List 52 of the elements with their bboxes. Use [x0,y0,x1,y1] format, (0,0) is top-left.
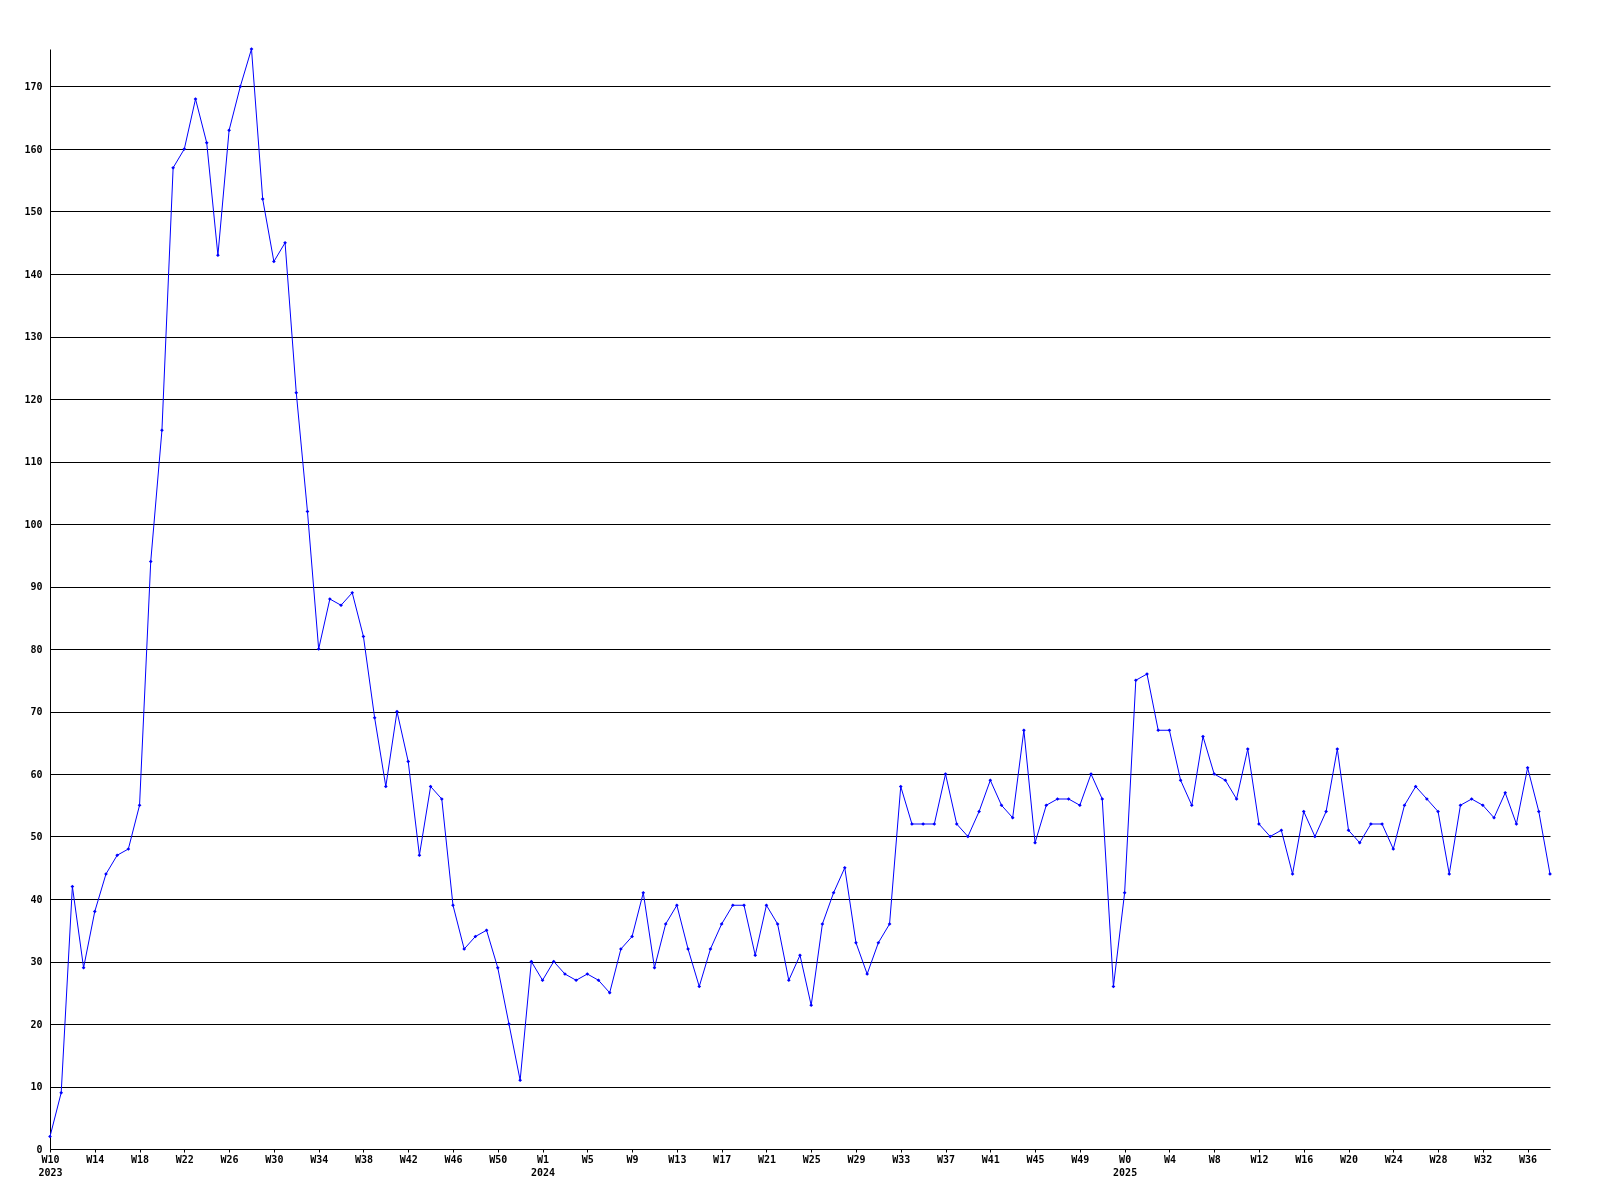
x-tick-label: W16 [1295,1153,1314,1165]
y-tick-label: 10 [30,1081,43,1092]
x-tick-label: W45 [1026,1153,1045,1165]
x-tick-label: W42 [399,1153,418,1165]
y-tick-label: 150 [24,206,43,217]
y-tick-label: 40 [30,893,43,905]
x-tick-label: W10 2023 [38,1153,63,1178]
x-tick-label: W37 [936,1153,956,1165]
y-tick-label: 170 [24,81,43,92]
x-tick-label: W20 [1339,1153,1359,1165]
x-tick-label: W29 [847,1153,866,1165]
x-tick-label: W33 [892,1153,911,1165]
y-tick-label: 120 [24,393,43,405]
y-tick-label: 80 [30,643,43,655]
x-tick-label: W5 [581,1153,594,1165]
x-tick-label: W1 2024 [530,1153,556,1178]
y-tick-label: 30 [30,956,43,967]
x-tick-label: W49 [1071,1153,1090,1165]
x-tick-label: W46 [444,1153,463,1165]
y-tick-label: 70 [30,706,43,717]
x-tick-label: W30 [265,1153,284,1165]
x-tick-label: W13 [668,1153,687,1165]
x-tick-label: W41 [981,1153,1000,1165]
x-tick-label: W24 [1384,1153,1403,1165]
x-tick-label: W21 [757,1153,776,1165]
x-tick-label: W8 [1208,1153,1221,1165]
x-tick-label: W38 [354,1153,373,1165]
x-tick-label: W22 [175,1153,194,1165]
x-tick-label: W32 [1474,1153,1493,1165]
y-tick-label: 160 [24,143,43,155]
x-tick-label: W50 [489,1153,508,1165]
x-tick-label: W28 [1429,1153,1448,1165]
x-tick-label: W18 [131,1153,150,1165]
y-tick-label: 110 [24,456,43,467]
y-tick-label: 100 [24,518,43,530]
x-tick-label: W26 [220,1153,239,1165]
y-tick-label: 20 [30,1018,43,1030]
y-tick-label: 130 [24,331,43,342]
y-tick-label: 140 [24,268,43,280]
x-tick-label: W9 [626,1153,639,1165]
x-tick-label: W12 [1250,1153,1269,1165]
x-tick-label: W4 [1163,1153,1176,1165]
x-tick-label: W25 [802,1153,821,1165]
y-tick-label: 60 [30,768,43,780]
x-tick-label: W34 [310,1153,329,1165]
y-tick-label: 90 [30,581,43,592]
x-tick-label: W0 2025 [1113,1153,1138,1178]
x-tick-label: W14 [86,1153,105,1165]
x-tick-label: W17 [713,1153,732,1165]
y-tick-label: 50 [30,831,43,842]
y-tick-label: 0 [36,1143,43,1155]
x-tick-label: W36 [1519,1153,1538,1165]
